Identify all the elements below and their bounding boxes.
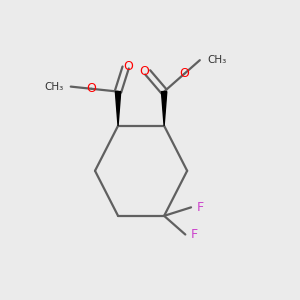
Text: O: O	[139, 65, 149, 78]
Text: O: O	[123, 59, 133, 73]
Polygon shape	[116, 92, 121, 126]
Text: O: O	[179, 67, 189, 80]
Text: CH₃: CH₃	[207, 55, 226, 65]
Text: O: O	[86, 82, 96, 95]
Text: CH₃: CH₃	[44, 82, 63, 92]
Text: F: F	[191, 228, 198, 241]
Text: F: F	[196, 201, 203, 214]
Polygon shape	[161, 92, 167, 126]
